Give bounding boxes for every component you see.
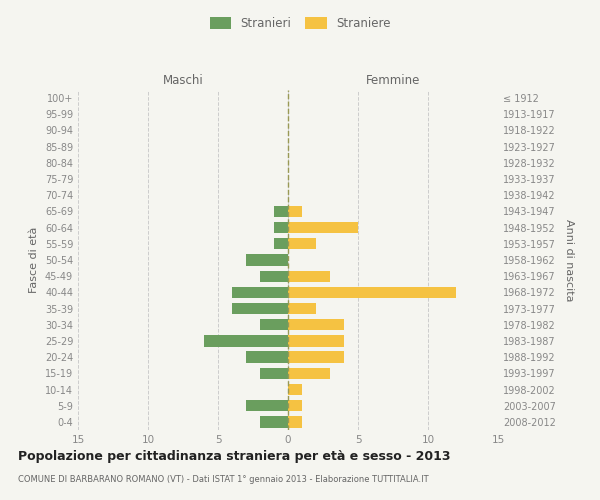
Text: Popolazione per cittadinanza straniera per età e sesso - 2013: Popolazione per cittadinanza straniera p… (18, 450, 451, 463)
Bar (260, 368, 288, 379)
Bar (204, 336, 288, 346)
Bar (288, 368, 330, 379)
Bar (288, 384, 302, 395)
Text: COMUNE DI BARBARANO ROMANO (VT) - Dati ISTAT 1° gennaio 2013 - Elaborazione TUTT: COMUNE DI BARBARANO ROMANO (VT) - Dati I… (18, 475, 428, 484)
Bar (288, 206, 302, 217)
Bar (288, 270, 330, 282)
Bar (274, 206, 288, 217)
Bar (288, 303, 316, 314)
Legend: Stranieri, Straniere: Stranieri, Straniere (203, 11, 397, 36)
Bar (288, 319, 344, 330)
Bar (288, 416, 302, 428)
Y-axis label: Anni di nascita: Anni di nascita (564, 218, 574, 301)
Text: Femmine: Femmine (366, 74, 420, 87)
Bar (260, 416, 288, 428)
Y-axis label: Fasce di età: Fasce di età (29, 227, 39, 293)
Bar (288, 336, 344, 346)
Bar (260, 319, 288, 330)
Bar (246, 254, 288, 266)
Bar (246, 352, 288, 363)
Bar (288, 400, 302, 411)
Bar (274, 222, 288, 234)
Bar (288, 238, 316, 250)
Bar (288, 352, 344, 363)
Bar (274, 238, 288, 250)
Bar (260, 270, 288, 282)
Bar (232, 286, 288, 298)
Bar (232, 303, 288, 314)
Bar (288, 286, 456, 298)
Bar (288, 222, 358, 234)
Bar (246, 400, 288, 411)
Text: Maschi: Maschi (163, 74, 203, 87)
